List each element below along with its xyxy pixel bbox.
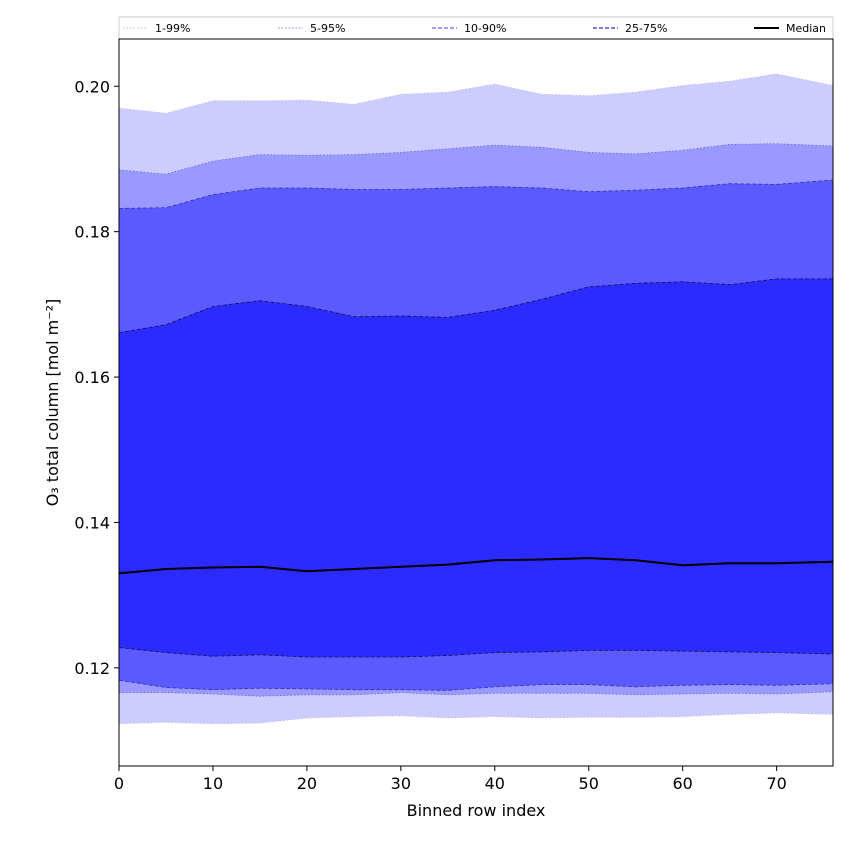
y-tick-label: 0.16 <box>74 368 110 387</box>
plot-area <box>118 38 834 767</box>
y-tick-label: 0.14 <box>74 513 110 532</box>
y-tick-label: 0.18 <box>74 223 110 242</box>
plot-frame <box>118 38 834 767</box>
x-tick-label: 70 <box>766 774 786 793</box>
band-lower-edge <box>118 647 834 658</box>
median-line <box>118 557 834 575</box>
legend-label: 5-95% <box>310 22 345 35</box>
legend-label: 1-99% <box>155 22 190 35</box>
band-25-75pct <box>119 278 833 657</box>
x-axis-label: Binned row index <box>407 801 546 820</box>
x-tick-label: 50 <box>579 774 599 793</box>
legend-label: 10-90% <box>464 22 506 35</box>
x-tick-label: 20 <box>297 774 317 793</box>
y-tick-label: 0.20 <box>74 77 110 96</box>
band-upper-edge <box>118 179 834 209</box>
legend-label: Median <box>786 22 826 35</box>
y-tick-label: 0.12 <box>74 659 110 678</box>
band-upper-edge <box>118 143 834 175</box>
y-axis-label: O₃ total column [mol m⁻²] <box>43 299 62 507</box>
x-tick-label: 10 <box>203 774 223 793</box>
band-upper-edge <box>118 73 834 114</box>
x-tick-label: 30 <box>391 774 411 793</box>
band-lower-edge <box>118 679 834 691</box>
x-tick-label: 60 <box>673 774 693 793</box>
y-axis: 0.12 0.14 0.16 0.18 0.20 <box>74 77 119 678</box>
x-tick-label: 40 <box>485 774 505 793</box>
x-axis: 0 10 20 30 40 50 60 70 <box>114 766 787 793</box>
x-tick-label: 0 <box>114 774 124 793</box>
legend-label: 25-75% <box>625 22 667 35</box>
legend: 1-99% 5-95% 10-90% 25-75% Median <box>118 16 834 40</box>
band-upper-edge <box>118 278 833 334</box>
